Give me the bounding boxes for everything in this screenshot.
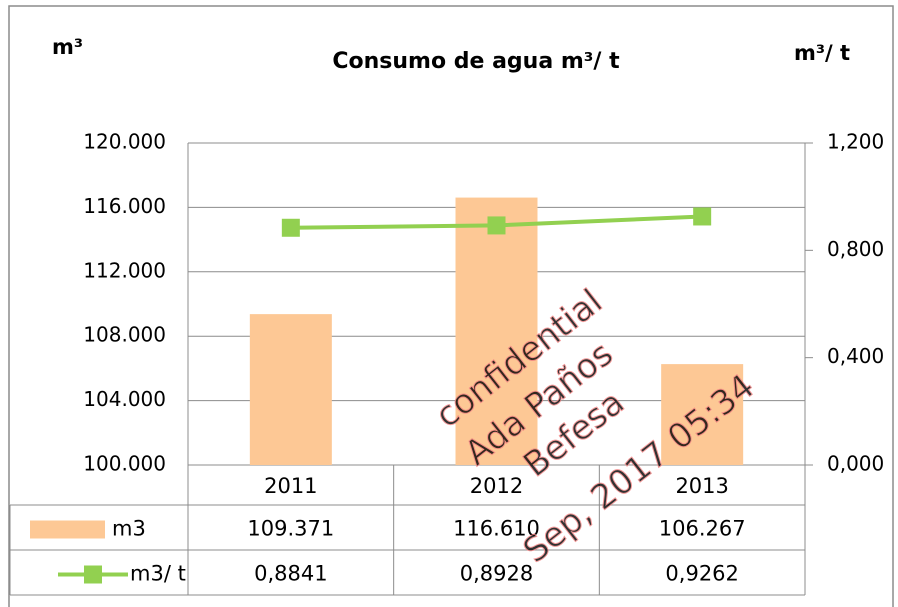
chart-title: Consumo de agua m³/ t	[332, 49, 620, 74]
table-value: 116.610	[453, 517, 540, 541]
y2-tick-label: 0,000	[827, 452, 884, 476]
bar	[455, 197, 538, 466]
y2-tick-label: 1,200	[827, 130, 884, 154]
chart-frame	[8, 5, 894, 607]
y-tick-label: 120.000	[83, 130, 166, 154]
bar	[661, 364, 744, 465]
x-tick-label: 2011	[264, 474, 317, 498]
line-marker	[281, 218, 300, 237]
table-value: 109.371	[247, 517, 334, 541]
table-value: 0,8841	[254, 562, 327, 586]
y-tick-label: 100.000	[83, 452, 166, 476]
y2-tick-label: 0,800	[827, 237, 884, 261]
y-tick-label: 112.000	[83, 258, 166, 282]
y-tick-label: 108.000	[83, 323, 166, 347]
table-value: 0,8928	[460, 562, 533, 586]
table-value: 0,9262	[665, 562, 738, 586]
legend-label: m3/ t	[130, 562, 186, 586]
x-tick-label: 2013	[675, 474, 728, 498]
line-marker	[693, 207, 712, 226]
legend-marker	[84, 565, 102, 584]
table-value: 106.267	[659, 517, 746, 541]
x-tick-label: 2012	[470, 474, 523, 498]
bar	[249, 314, 332, 465]
y-axis-label: m³	[52, 35, 83, 59]
y2-tick-label: 0,400	[827, 344, 884, 368]
y2-axis-label: m³/ t	[794, 41, 850, 65]
line-marker	[487, 216, 506, 235]
y-tick-label: 116.000	[83, 194, 166, 218]
y-tick-label: 104.000	[83, 387, 166, 411]
legend-label: m3	[112, 517, 146, 541]
legend-swatch	[30, 520, 105, 539]
